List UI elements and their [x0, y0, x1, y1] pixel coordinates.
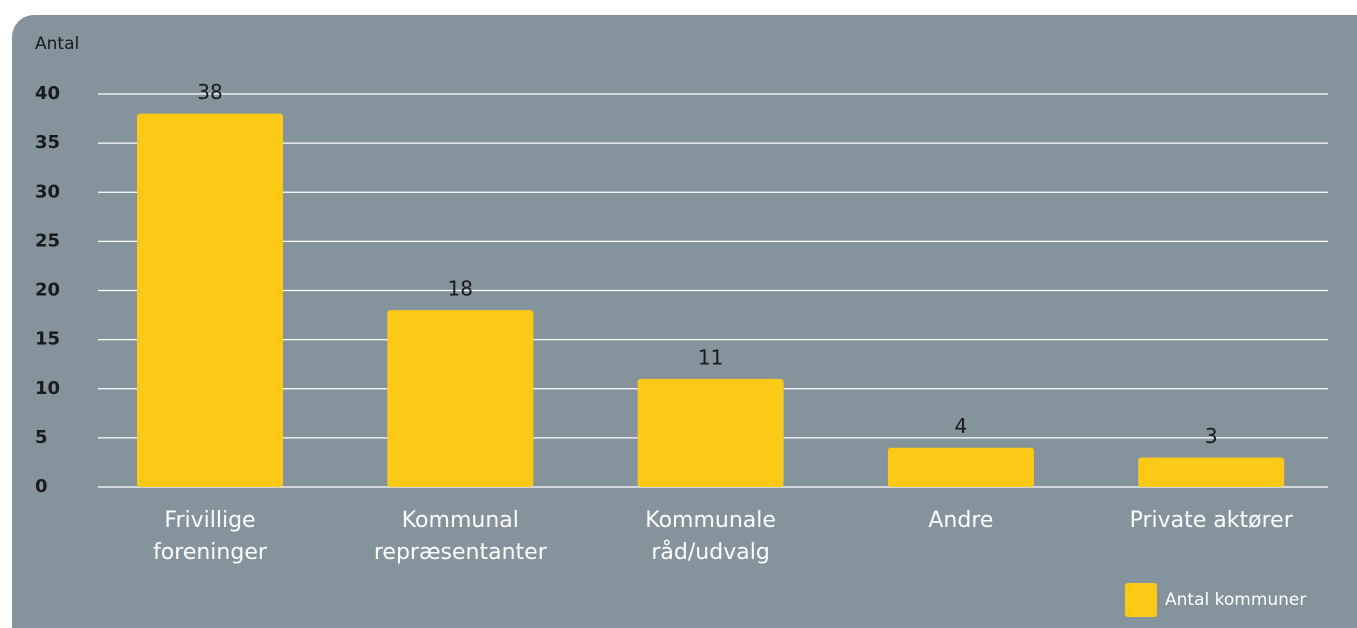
legend-label: Antal kommuner — [1165, 590, 1306, 610]
x-tick-label: Kommunal repræsentanter — [373, 508, 547, 565]
bar — [137, 113, 283, 488]
data-label: 38 — [197, 80, 222, 104]
bar — [387, 310, 534, 487]
x-tick-label: Andre — [928, 508, 994, 533]
x-tick-label: Private aktører — [1129, 508, 1293, 533]
bar — [887, 447, 1034, 487]
y-tick-label: 0 — [35, 476, 48, 497]
y-tick-label: 30 — [35, 181, 60, 202]
y-tick-label: 20 — [35, 280, 60, 301]
bar — [637, 378, 784, 487]
legend-swatch — [1125, 583, 1157, 617]
y-tick-label: 35 — [35, 132, 60, 153]
data-label: 4 — [955, 414, 968, 438]
y-axis-label: Antal — [35, 34, 79, 54]
x-tick-label: Kommunale råd/udvalg — [645, 508, 776, 565]
y-tick-label: 25 — [35, 230, 60, 251]
bar — [1138, 457, 1285, 487]
x-tick-label: Frivillige foreninger — [153, 508, 267, 565]
data-label: 3 — [1205, 424, 1218, 448]
y-tick-label: 5 — [35, 427, 48, 448]
y-tick-label: 10 — [35, 378, 60, 399]
data-label: 11 — [698, 345, 723, 369]
data-label: 18 — [448, 277, 473, 301]
y-tick-label: 15 — [35, 329, 60, 350]
y-tick-label: 40 — [35, 83, 60, 104]
